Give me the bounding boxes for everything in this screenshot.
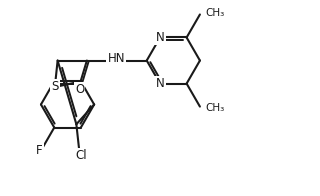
Text: S: S [51, 81, 59, 93]
Text: HN: HN [108, 52, 125, 65]
Text: F: F [36, 144, 43, 157]
Text: N: N [156, 31, 164, 44]
Text: N: N [156, 77, 164, 90]
Text: CH₃: CH₃ [206, 8, 225, 18]
Text: Cl: Cl [76, 149, 87, 162]
Text: O: O [75, 83, 84, 96]
Text: CH₃: CH₃ [206, 103, 225, 113]
